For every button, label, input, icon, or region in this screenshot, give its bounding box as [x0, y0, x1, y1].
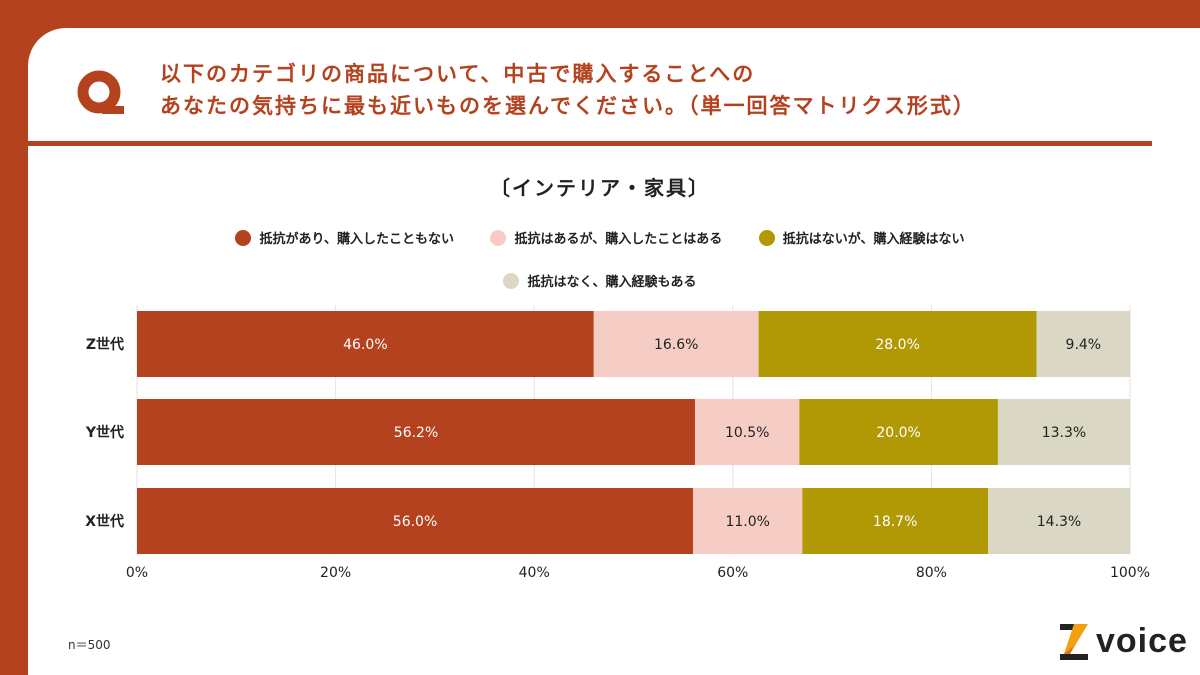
data-label: 11.0%	[725, 514, 769, 530]
legend-swatch	[503, 272, 520, 289]
data-label: 16.6%	[654, 337, 698, 353]
x-tick-label: 100%	[1110, 565, 1150, 581]
legend-item: 抵抗はないが、購入経験はない	[758, 228, 965, 247]
question-line-1: 以下のカテゴリの商品について、中古で購入することへの	[160, 62, 756, 86]
category-label: Y世代	[85, 424, 124, 441]
bar-segment	[1036, 311, 1130, 377]
bar-segment	[997, 399, 1130, 465]
legend-swatch	[758, 229, 775, 246]
legend-label: 抵抗はなく、購入経験もある	[527, 275, 697, 290]
x-tick-label: 20%	[320, 565, 351, 581]
zvoice-logo: voice	[1060, 622, 1188, 661]
legend-item: 抵抗はなく、購入経験もある	[503, 271, 697, 290]
category-label: X世代	[85, 513, 124, 530]
category-label: Z世代	[86, 336, 124, 353]
data-label: 18.7%	[873, 514, 917, 530]
bar-segment	[593, 311, 759, 377]
x-tick-label: 0%	[126, 565, 148, 581]
logo-text: voice	[1096, 622, 1188, 660]
data-label: 9.4%	[1066, 337, 1102, 353]
bar-segment	[799, 399, 998, 465]
x-tick-label: 80%	[916, 565, 947, 581]
header-divider	[28, 141, 1152, 146]
q-icon	[77, 70, 124, 114]
sample-size: n＝500	[68, 638, 111, 652]
bar-segment	[758, 311, 1037, 377]
legend-item: 抵抗があり、購入したこともない	[235, 228, 454, 247]
data-label: 56.0%	[393, 514, 437, 530]
data-label: 13.3%	[1042, 425, 1086, 441]
legend-swatch	[235, 229, 252, 246]
bar-segment	[802, 488, 989, 554]
x-tick-label: 40%	[519, 565, 550, 581]
data-label: 20.0%	[876, 425, 920, 441]
legend-item: 抵抗はあるが、購入したことはある	[490, 228, 722, 247]
question-text: 以下のカテゴリの商品について、中古で購入することへの あなたの気持ちに最も近いも…	[160, 58, 976, 122]
bar-segment	[693, 488, 803, 554]
x-tick-label: 60%	[717, 565, 748, 581]
legend-label: 抵抗があり、購入したこともない	[259, 232, 454, 247]
chart-title: 〔インテリア・家具〕	[490, 176, 710, 200]
data-label: 10.5%	[725, 425, 769, 441]
bar-segment	[695, 399, 800, 465]
legend-label: 抵抗はないが、購入経験はない	[782, 232, 965, 247]
bar-segment	[137, 488, 694, 554]
data-label: 46.0%	[343, 337, 387, 353]
z-logo-icon	[1060, 623, 1088, 660]
bar-segment	[137, 311, 594, 377]
question-line-2: あなたの気持ちに最も近いものを選んでください。（単一回答マトリクス形式）	[160, 94, 976, 118]
data-label: 14.3%	[1037, 514, 1081, 530]
bar-segment	[137, 399, 696, 465]
legend-row-2: 抵抗はなく、購入経験もある	[0, 271, 1200, 293]
legend-label: 抵抗はあるが、購入したことはある	[514, 232, 723, 247]
legend-swatch	[490, 229, 507, 246]
legend: 抵抗があり、購入したこともない 抵抗はあるが、購入したことはある 抵抗はないが、…	[0, 228, 1200, 250]
bar-segment	[988, 488, 1130, 554]
data-label: 28.0%	[875, 337, 919, 353]
data-label: 56.2%	[394, 425, 438, 441]
